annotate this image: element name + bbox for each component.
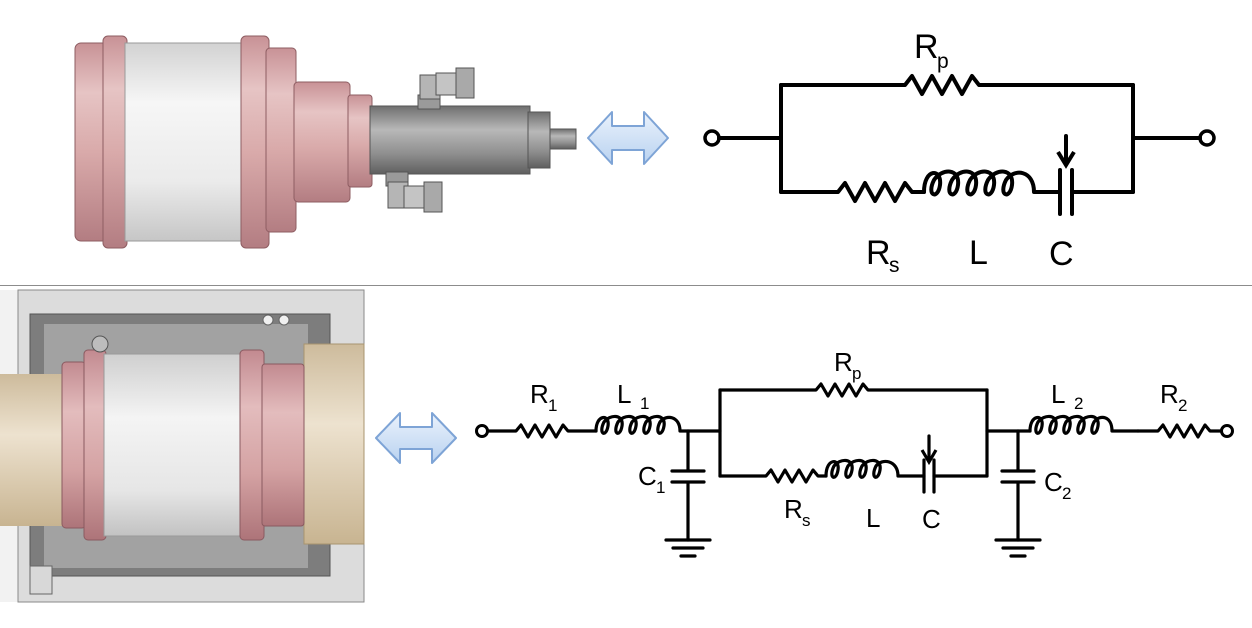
label-rs-subscript: s bbox=[889, 254, 900, 277]
resistor-r2 bbox=[1136, 423, 1223, 439]
bottom-panel: R 1 L 1 C 1 R p R s L C L 2 R 2 C 2 bbox=[0, 286, 1252, 623]
label-rs-symbol: R bbox=[866, 234, 891, 272]
label-l2-subscript: 2 bbox=[1074, 394, 1083, 413]
resistor-rs bbox=[718, 468, 828, 484]
label-r1-subscript: 1 bbox=[548, 396, 557, 415]
double-arrow-icon bbox=[375, 412, 457, 464]
parallel-resistor bbox=[779, 74, 1135, 96]
label-rp-subscript: p bbox=[852, 364, 861, 383]
series-resistor bbox=[779, 181, 926, 203]
inductor-l bbox=[824, 458, 926, 479]
label-c1-subscript: 1 bbox=[656, 478, 665, 497]
label-l2-symbol: L bbox=[1051, 379, 1065, 409]
inductor-l1 bbox=[594, 414, 722, 435]
label-l: L bbox=[969, 234, 988, 272]
terminal-left-icon bbox=[703, 129, 721, 147]
label-l: L bbox=[866, 503, 880, 533]
inductor-l2 bbox=[1028, 414, 1140, 435]
top-panel-svg: R p R s L C bbox=[74, 28, 1216, 277]
label-c: C bbox=[922, 504, 941, 534]
label-r2-subscript: 2 bbox=[1178, 396, 1187, 415]
resistor-r1 bbox=[486, 423, 598, 439]
housing-cutaway-illustration bbox=[0, 289, 365, 603]
label-r2-symbol: R bbox=[1160, 379, 1179, 409]
divider bbox=[0, 285, 1252, 286]
label-c2-symbol: C bbox=[1044, 467, 1063, 497]
top-circuit bbox=[703, 74, 1216, 216]
double-arrow-icon bbox=[587, 111, 669, 165]
inductor bbox=[922, 169, 1062, 197]
label-c2-subscript: 2 bbox=[1062, 484, 1071, 503]
label-l1-symbol: L bbox=[617, 379, 631, 409]
bottom-panel-svg: R 1 L 1 C 1 R p R s L C L 2 R 2 C 2 bbox=[0, 289, 1234, 603]
label-c1-symbol: C bbox=[638, 461, 657, 491]
bottom-circuit bbox=[475, 382, 1234, 558]
label-rp-symbol: R bbox=[834, 347, 853, 377]
bottom-circuit-labels: R 1 L 1 C 1 R p R s L C L 2 R 2 C 2 bbox=[530, 347, 1187, 534]
label-r1-symbol: R bbox=[530, 379, 549, 409]
ground-icon bbox=[994, 538, 1042, 558]
terminal-left-icon bbox=[475, 424, 489, 438]
label-rs-symbol: R bbox=[784, 494, 803, 524]
top-panel: R p R s L C bbox=[0, 0, 1252, 285]
label-c: C bbox=[1049, 235, 1074, 273]
ground-icon bbox=[664, 538, 712, 558]
vacuum-capacitor-illustration bbox=[74, 35, 577, 249]
capacitor-c2 bbox=[1000, 429, 1036, 542]
terminal-right-icon bbox=[1198, 129, 1216, 147]
terminal-right-icon bbox=[1220, 424, 1234, 438]
capacitor-c1 bbox=[670, 429, 706, 542]
resistor-rp bbox=[718, 382, 989, 398]
label-rp-symbol: R bbox=[914, 28, 939, 66]
label-rs-subscript: s bbox=[802, 511, 811, 530]
label-rp-subscript: p bbox=[937, 50, 949, 73]
top-circuit-labels: R p R s L C bbox=[866, 28, 1074, 277]
label-l1-subscript: 1 bbox=[640, 394, 649, 413]
